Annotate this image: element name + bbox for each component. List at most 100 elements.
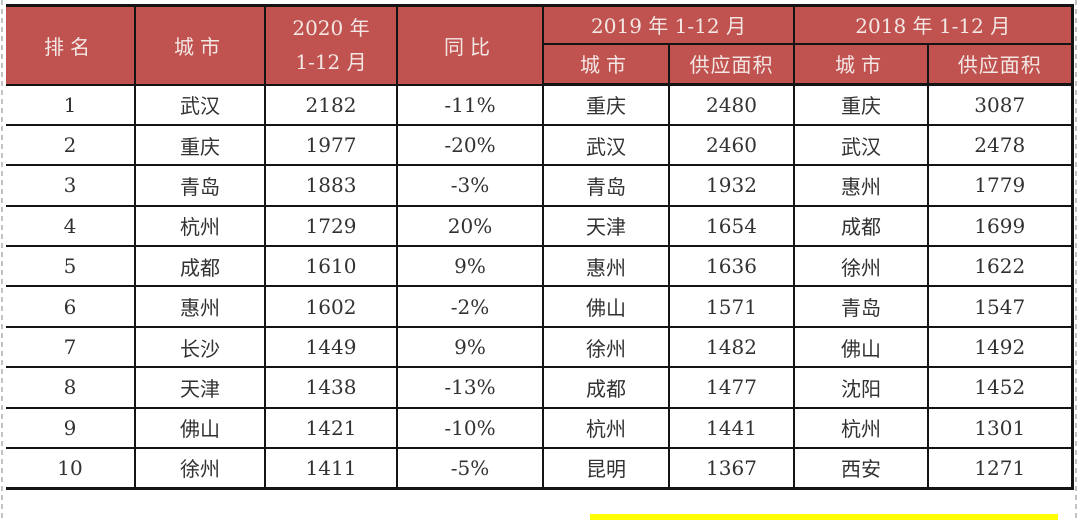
header-city-2020: 城市 <box>134 4 266 86</box>
supply-2019-cell: 1477 <box>668 366 795 409</box>
supply-2019-cell: 2460 <box>668 123 795 167</box>
city-2018-cell: 佛山 <box>793 325 929 369</box>
city-2019-cell: 昆明 <box>542 447 670 490</box>
city-2020-cell: 武汉 <box>134 83 266 126</box>
header-group-2019: 2019 年 1-12 月 <box>542 4 795 45</box>
supply-2018-cell: 3087 <box>927 83 1073 126</box>
city-2018-cell: 沈阳 <box>793 366 929 409</box>
rank-cell: 1 <box>6 83 136 126</box>
supply-2019-cell: 1571 <box>668 285 795 328</box>
yoy-cell: -11% <box>396 83 544 126</box>
city-2020-cell: 重庆 <box>134 123 266 167</box>
rank-cell: 2 <box>6 123 136 167</box>
city-2019-cell: 惠州 <box>542 245 670 288</box>
selection-marquee-left <box>1 0 3 520</box>
supply-2018-cell: 1622 <box>927 245 1073 288</box>
yoy-cell: -20% <box>396 123 544 167</box>
city-supply-ranking-table: 排名 城市 2020 年 1-12 月 同比 2019 年 1-12 月 201… <box>6 4 1074 490</box>
rank-cell: 8 <box>6 366 136 409</box>
header-city-2019: 城市 <box>543 42 670 86</box>
supply-2019-cell: 1441 <box>668 406 795 450</box>
city-2019-cell: 青岛 <box>542 164 670 207</box>
table-row: 9 佛山 1421 -10% 杭州 1441 杭州 1301 <box>6 406 1073 450</box>
city-2019-cell: 重庆 <box>542 83 670 126</box>
supply-2020-cell: 1449 <box>264 325 398 369</box>
selection-marquee-right <box>1075 0 1077 520</box>
header-group-2018: 2018 年 1-12 月 <box>793 4 1073 45</box>
rank-cell: 4 <box>6 204 136 248</box>
table-row: 8 天津 1438 -13% 成都 1477 沈阳 1452 <box>6 366 1073 409</box>
city-2019-cell: 徐州 <box>542 325 670 369</box>
city-2020-cell: 惠州 <box>134 285 266 328</box>
table-row: 4 杭州 1729 20% 天津 1654 成都 1699 <box>6 204 1073 248</box>
yoy-cell: 9% <box>396 325 544 369</box>
city-2018-cell: 武汉 <box>793 123 929 167</box>
header-row-2: 城市 供应面积 城市 供应面积 <box>6 42 1073 86</box>
supply-2019-cell: 2480 <box>668 83 795 126</box>
supply-2019-cell: 1636 <box>668 245 795 288</box>
supply-2018-cell: 1452 <box>927 366 1073 409</box>
supply-2020-cell: 1977 <box>264 123 398 167</box>
city-2019-cell: 武汉 <box>542 123 670 167</box>
city-2020-cell: 长沙 <box>134 325 266 369</box>
yoy-cell: -13% <box>396 366 544 409</box>
header-supply-2019: 供应面积 <box>668 42 795 86</box>
supply-2019-cell: 1932 <box>668 164 795 207</box>
yoy-cell: -10% <box>396 406 544 450</box>
yoy-cell: 20% <box>396 204 544 248</box>
city-2020-cell: 杭州 <box>134 204 266 248</box>
yellow-highlight-underline <box>590 514 1058 520</box>
supply-2018-cell: 1301 <box>927 406 1073 450</box>
header-period-2020-line2: 1-12 月 <box>295 50 367 75</box>
supply-2019-cell: 1482 <box>668 325 795 369</box>
rank-cell: 5 <box>6 245 136 288</box>
supply-2018-cell: 1492 <box>927 325 1073 369</box>
supply-2020-cell: 1602 <box>264 285 398 328</box>
table-row: 2 重庆 1977 -20% 武汉 2460 武汉 2478 <box>6 123 1073 167</box>
city-2018-cell: 成都 <box>793 204 929 248</box>
header-rank: 排名 <box>6 4 136 86</box>
table-row: 6 惠州 1602 -2% 佛山 1571 青岛 1547 <box>6 285 1073 328</box>
header-supply-2018: 供应面积 <box>927 42 1073 86</box>
city-2019-cell: 成都 <box>542 366 670 409</box>
city-2020-cell: 佛山 <box>134 406 266 450</box>
city-2019-cell: 天津 <box>542 204 670 248</box>
city-2018-cell: 惠州 <box>793 164 929 207</box>
city-2020-cell: 天津 <box>134 366 266 409</box>
table-row: 3 青岛 1883 -3% 青岛 1932 惠州 1779 <box>6 164 1073 207</box>
yoy-cell: -5% <box>396 447 544 490</box>
city-2020-cell: 青岛 <box>134 164 266 207</box>
header-period-2020: 2020 年 1-12 月 <box>264 4 398 86</box>
rank-cell: 6 <box>6 285 136 328</box>
table-row: 5 成都 1610 9% 惠州 1636 徐州 1622 <box>6 245 1073 288</box>
rank-cell: 7 <box>6 325 136 369</box>
supply-2020-cell: 1438 <box>264 366 398 409</box>
city-2019-cell: 杭州 <box>542 406 670 450</box>
supply-2020-cell: 1411 <box>264 447 398 490</box>
supply-2020-cell: 1883 <box>264 164 398 207</box>
city-2018-cell: 青岛 <box>793 285 929 328</box>
supply-2019-cell: 1654 <box>668 204 795 248</box>
city-2020-cell: 徐州 <box>134 447 266 490</box>
table-row: 10 徐州 1411 -5% 昆明 1367 西安 1271 <box>6 447 1073 490</box>
supply-2019-cell: 1367 <box>668 447 795 490</box>
header-city-2018: 城市 <box>793 42 929 86</box>
table-row: 1 武汉 2182 -11% 重庆 2480 重庆 3087 <box>6 83 1073 126</box>
supply-2018-cell: 1779 <box>927 164 1073 207</box>
supply-2020-cell: 1729 <box>264 204 398 248</box>
rank-cell: 10 <box>6 447 136 490</box>
city-2018-cell: 西安 <box>793 447 929 490</box>
rank-cell: 3 <box>6 164 136 207</box>
rank-cell: 9 <box>6 406 136 450</box>
supply-2020-cell: 1421 <box>264 406 398 450</box>
city-2018-cell: 徐州 <box>793 245 929 288</box>
yoy-cell: 9% <box>396 245 544 288</box>
city-2018-cell: 杭州 <box>793 406 929 450</box>
supply-2020-cell: 1610 <box>264 245 398 288</box>
header-row-1: 排名 城市 2020 年 1-12 月 同比 2019 年 1-12 月 201… <box>6 4 1073 86</box>
city-2018-cell: 重庆 <box>793 83 929 126</box>
supply-2018-cell: 1271 <box>927 447 1073 490</box>
header-yoy: 同比 <box>396 4 544 86</box>
supply-2020-cell: 2182 <box>264 83 398 126</box>
yoy-cell: -2% <box>396 285 544 328</box>
